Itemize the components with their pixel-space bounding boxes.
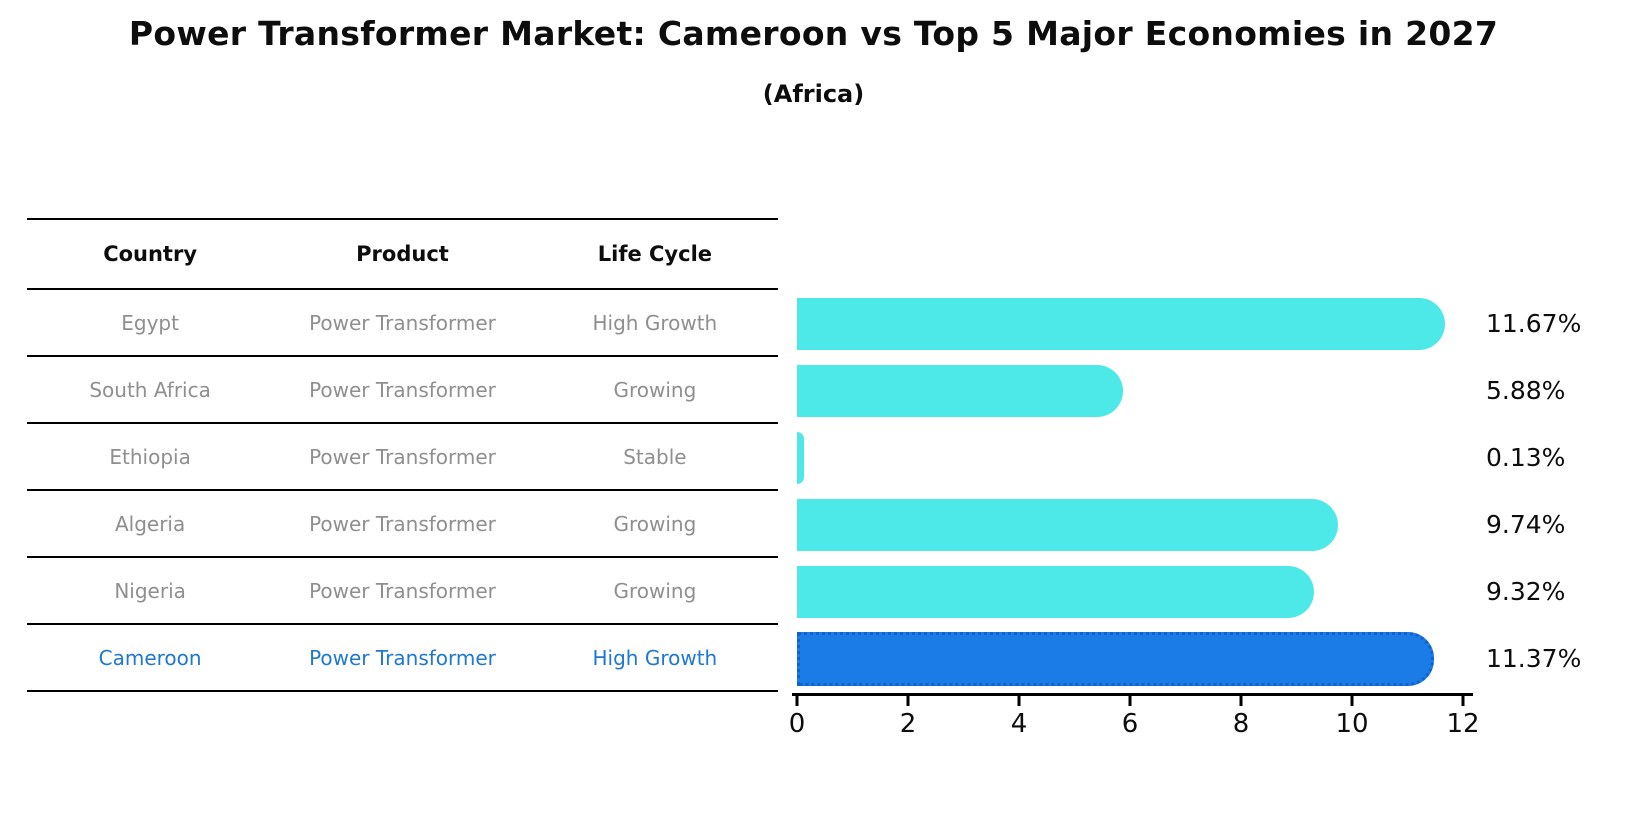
x-tick bbox=[1128, 696, 1132, 706]
bar-row bbox=[797, 625, 1463, 692]
value-label: 5.88% bbox=[1486, 376, 1566, 405]
table-row: Cameroon Power Transformer High Growth bbox=[27, 625, 778, 692]
value-label: 11.67% bbox=[1486, 309, 1582, 338]
x-tick-label: 12 bbox=[1446, 709, 1480, 739]
x-tick bbox=[1239, 696, 1243, 706]
life-cycle-cell: Growing bbox=[613, 578, 697, 603]
chart-title: Power Transformer Market: Cameroon vs To… bbox=[128, 14, 1499, 53]
x-tick bbox=[795, 696, 799, 706]
x-tick-label: 6 bbox=[1121, 709, 1139, 739]
product-cell: Power Transformer bbox=[309, 511, 496, 536]
bar bbox=[797, 498, 1338, 551]
value-label: 11.37% bbox=[1486, 644, 1582, 673]
value-labels: 11.67% 5.88% 0.13% 9.74% 9.32% 11.37% bbox=[1486, 290, 1581, 692]
table-rows: Egypt Power Transformer High Growth Sout… bbox=[27, 290, 778, 692]
table-row: Nigeria Power Transformer Growing bbox=[27, 558, 778, 625]
col-header-product: Product bbox=[356, 242, 449, 266]
col-header-life-cycle: Life Cycle bbox=[597, 242, 713, 266]
product-cell: Power Transformer bbox=[309, 645, 496, 670]
x-tick-label: 10 bbox=[1335, 709, 1369, 739]
bar-row bbox=[797, 424, 1463, 491]
bar bbox=[797, 364, 1124, 417]
product-cell: Power Transformer bbox=[309, 578, 496, 603]
life-cycle-cell: High Growth bbox=[592, 645, 718, 670]
life-cycle-cell: Growing bbox=[613, 511, 697, 536]
product-cell: Power Transformer bbox=[309, 377, 496, 402]
highlight-bar bbox=[797, 631, 1435, 686]
x-tick bbox=[1017, 696, 1021, 706]
country-cell: Nigeria bbox=[114, 578, 186, 603]
value-label: 0.13% bbox=[1486, 443, 1566, 472]
life-cycle-cell: Stable bbox=[623, 444, 687, 469]
bar-row bbox=[797, 491, 1463, 558]
value-label: 9.74% bbox=[1486, 510, 1566, 539]
product-cell: Power Transformer bbox=[309, 444, 496, 469]
bar bbox=[797, 431, 805, 484]
x-tick-label: 8 bbox=[1232, 709, 1250, 739]
country-cell: Cameroon bbox=[98, 645, 202, 670]
x-tick bbox=[1350, 696, 1354, 706]
plot-area bbox=[797, 290, 1463, 692]
x-tick bbox=[906, 696, 910, 706]
x-tick bbox=[1461, 696, 1465, 706]
country-cell: Algeria bbox=[114, 511, 186, 536]
bar bbox=[797, 297, 1445, 350]
country-cell: Ethiopia bbox=[109, 444, 191, 469]
country-table: Country Product Life Cycle Egypt Power T… bbox=[27, 218, 778, 692]
x-tick-label: 0 bbox=[788, 709, 806, 739]
table-row: Ethiopia Power Transformer Stable bbox=[27, 424, 778, 491]
table-row: South Africa Power Transformer Growing bbox=[27, 357, 778, 424]
value-label: 9.32% bbox=[1486, 577, 1566, 606]
country-cell: South Africa bbox=[89, 377, 211, 402]
bar-row bbox=[797, 290, 1463, 357]
chart-subtitle: (Africa) bbox=[762, 80, 865, 108]
country-cell: Egypt bbox=[121, 310, 179, 335]
product-cell: Power Transformer bbox=[309, 310, 496, 335]
bar-row bbox=[797, 357, 1463, 424]
x-axis-line bbox=[792, 693, 1473, 696]
col-header-country: Country bbox=[103, 242, 198, 266]
x-tick-label: 2 bbox=[899, 709, 917, 739]
bar-row bbox=[797, 558, 1463, 625]
life-cycle-cell: Growing bbox=[613, 377, 697, 402]
table-row: Egypt Power Transformer High Growth bbox=[27, 290, 778, 357]
table-row: Algeria Power Transformer Growing bbox=[27, 491, 778, 558]
life-cycle-cell: High Growth bbox=[592, 310, 718, 335]
table-header-row: Country Product Life Cycle bbox=[27, 220, 778, 290]
bar bbox=[797, 565, 1315, 618]
x-tick-label: 4 bbox=[1010, 709, 1028, 739]
